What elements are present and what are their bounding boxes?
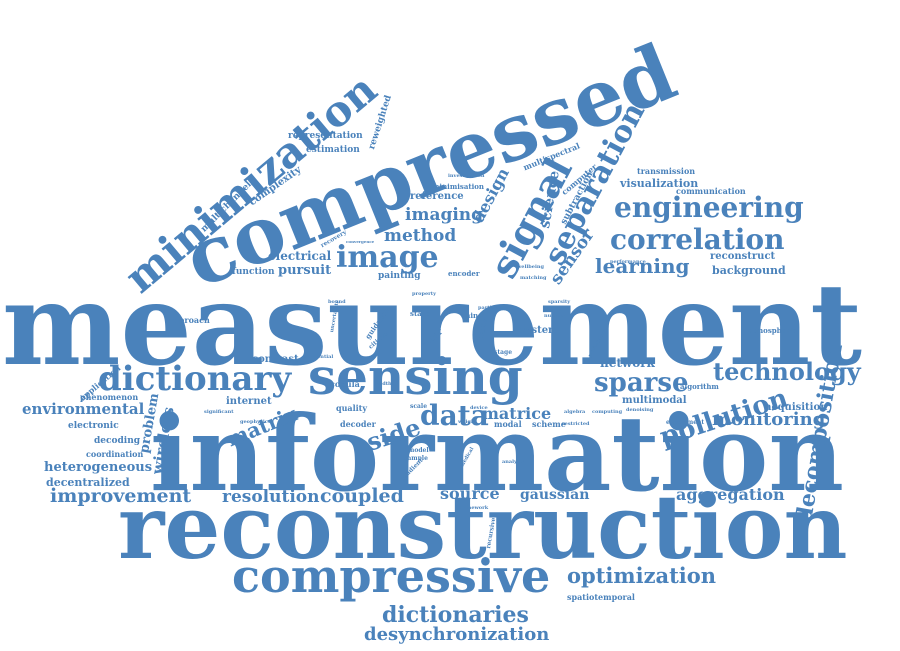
word-information: information (150, 392, 844, 515)
word-communication: communication (676, 186, 746, 196)
word-imaging: imaging (405, 205, 484, 225)
word-transmission: transmission (637, 166, 696, 176)
word-learning: learning (595, 254, 690, 278)
word-algorithm: algorithm (680, 382, 719, 391)
word-decentralized: decentralized (46, 476, 130, 489)
word-thing: thing (462, 311, 483, 320)
word-correlation: correlation (610, 223, 785, 256)
word-multimodal: multimodal (622, 395, 687, 406)
word-network: network (600, 356, 655, 370)
word-experiment: experiment (666, 419, 705, 426)
word-environmental: environmental (22, 400, 145, 418)
word-encoder: encoder (448, 269, 480, 278)
word-state: state (410, 309, 430, 318)
word-contrast: contrast (252, 354, 299, 365)
word-phenomenon: phenomenon (80, 392, 139, 402)
word-monitoring: monitoring (712, 409, 826, 430)
word-stage: stage (494, 349, 513, 356)
word-measurement: measurement (2, 260, 863, 391)
word-painting: painting (378, 271, 421, 281)
word-coordination: coordination (86, 449, 144, 459)
word-significant: significant (204, 409, 234, 415)
word-representation: representation (288, 131, 363, 141)
word-source: source (440, 484, 500, 503)
word-scheme: scheme (532, 419, 566, 429)
word-coupled: coupled (320, 485, 404, 507)
word-algebra: algebra (564, 409, 586, 415)
word-minimisation: minimisation (432, 182, 485, 191)
word-atmospheric: atmospheric (748, 326, 797, 335)
word-model: model (408, 447, 429, 454)
word-copula: copula (330, 379, 360, 389)
word-sample: sample (404, 455, 428, 462)
word-background: background (712, 264, 786, 277)
word-computing: computing (592, 409, 623, 415)
word-desynchronization: desynchronization (364, 624, 550, 645)
word-sparsity: sparsity (548, 299, 571, 305)
word-number: number (544, 313, 566, 319)
word-heterogeneous: heterogeneous (44, 460, 153, 475)
word-resolution: resolution (222, 487, 320, 507)
word-wellbeing: wellbeing (517, 264, 544, 270)
word-denoising: denoising (626, 407, 654, 413)
word-matching: matching (520, 275, 547, 281)
word-analysis: analysis (502, 459, 525, 465)
word-particle: particle (478, 305, 500, 311)
word-gaussian: gaussian (520, 487, 590, 503)
word-technology: technology (713, 357, 861, 386)
word-visualization: visualization (620, 177, 699, 190)
word-reference: reference (410, 191, 464, 202)
word-framework: framework (458, 505, 489, 511)
word-data: data (420, 399, 489, 432)
word-acquisition: acquisition (765, 402, 828, 413)
word-decoder: decoder (340, 419, 376, 429)
word-sensing: sensing (308, 347, 523, 406)
word-decoding: decoding (94, 436, 141, 446)
word-sparse: sparse (594, 368, 689, 398)
word-investigation: investigation (448, 173, 485, 179)
word-electrical: electrical (268, 249, 332, 263)
word-aggregation: aggregation (676, 485, 785, 504)
word-bound: bound (328, 299, 346, 305)
word-engineering: engineering (614, 191, 804, 224)
word-approach: approach (168, 315, 210, 325)
word-internet: internet (226, 396, 272, 407)
word-dictionary: dictionary (98, 359, 292, 399)
word-scale: scale (410, 403, 428, 410)
word-compressive: compressive (232, 549, 551, 603)
word-system: system (520, 325, 559, 336)
word-weight: weight (458, 419, 477, 425)
word-electronic: electronic (68, 421, 119, 431)
word-device: device (470, 405, 488, 411)
word-estimation: estimation (306, 145, 360, 155)
word-width: width (376, 381, 392, 387)
word-quality: quality (336, 403, 368, 413)
word-restricted: restricted (562, 421, 590, 427)
word-modal: modal (494, 419, 522, 429)
word-sequential: sequential (304, 354, 334, 360)
word-spatiotemporal: spatiotemporal (567, 592, 635, 602)
word-convergence: convergence (346, 239, 375, 244)
word-image: image (336, 240, 439, 275)
word-geophysics: geophysics (240, 419, 271, 425)
word-improvement: improvement (50, 485, 192, 507)
word-function: function (232, 267, 275, 277)
word-method: method (384, 226, 457, 246)
word-property: property (412, 291, 436, 297)
word-optimization: optimization (567, 563, 717, 588)
word-reconstruct: reconstruct (710, 251, 776, 262)
word-video: video (418, 437, 433, 443)
word-dictionaries: dictionaries (382, 602, 529, 628)
word-matrice: matrice (482, 404, 552, 423)
word-pursuit: pursuit (278, 263, 332, 278)
word-performance: performance (610, 259, 646, 265)
word-reconstruction: reconstruction (118, 475, 848, 579)
